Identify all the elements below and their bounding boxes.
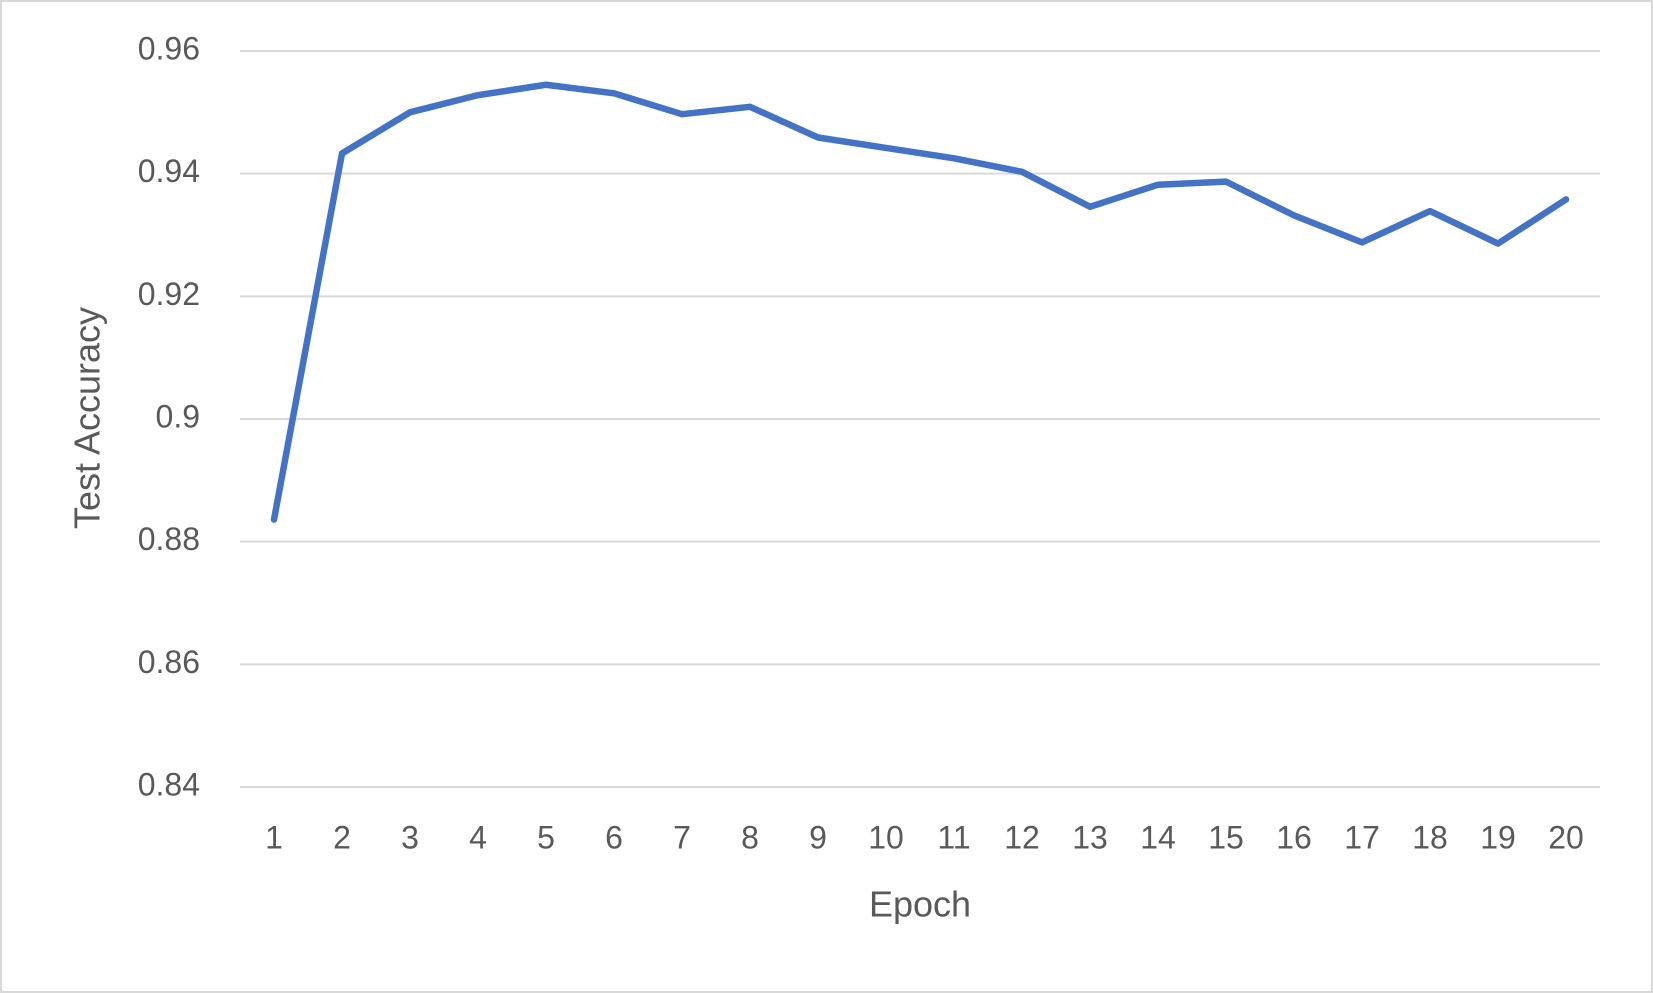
y-tick-label: 0.94 (138, 153, 200, 189)
y-tick-label: 0.96 (138, 30, 200, 66)
y-tick-label: 0.86 (138, 644, 200, 680)
x-tick-label: 12 (1004, 819, 1040, 855)
x-tick-label: 2 (333, 819, 351, 855)
x-tick-label: 4 (469, 819, 487, 855)
y-tick-label: 0.88 (138, 521, 200, 557)
x-tick-label: 7 (673, 819, 691, 855)
x-tick-label: 14 (1140, 819, 1176, 855)
x-tick-label: 13 (1072, 819, 1108, 855)
y-tick-label: 0.92 (138, 276, 200, 312)
x-tick-label: 1 (265, 819, 283, 855)
x-tick-label: 5 (537, 819, 555, 855)
x-tick-label: 19 (1480, 819, 1516, 855)
x-tick-label: 18 (1412, 819, 1448, 855)
x-tick-label: 15 (1208, 819, 1244, 855)
x-tick-label: 8 (741, 819, 759, 855)
x-tick-label: 17 (1344, 819, 1380, 855)
x-axis-label: Epoch (869, 884, 971, 925)
y-tick-label: 0.84 (138, 766, 200, 802)
data-line (270, 81, 1570, 523)
x-tick-label: 20 (1548, 819, 1584, 855)
x-tick-label: 11 (937, 819, 970, 855)
x-tick-label: 6 (605, 819, 623, 855)
y-axis-label: Test Accuracy (67, 307, 108, 529)
x-tick-label: 16 (1276, 819, 1312, 855)
x-tick-label: 3 (401, 819, 419, 855)
y-tick-label: 0.9 (156, 398, 200, 434)
x-tick-label: 10 (868, 819, 904, 855)
x-tick-label: 9 (809, 819, 827, 855)
